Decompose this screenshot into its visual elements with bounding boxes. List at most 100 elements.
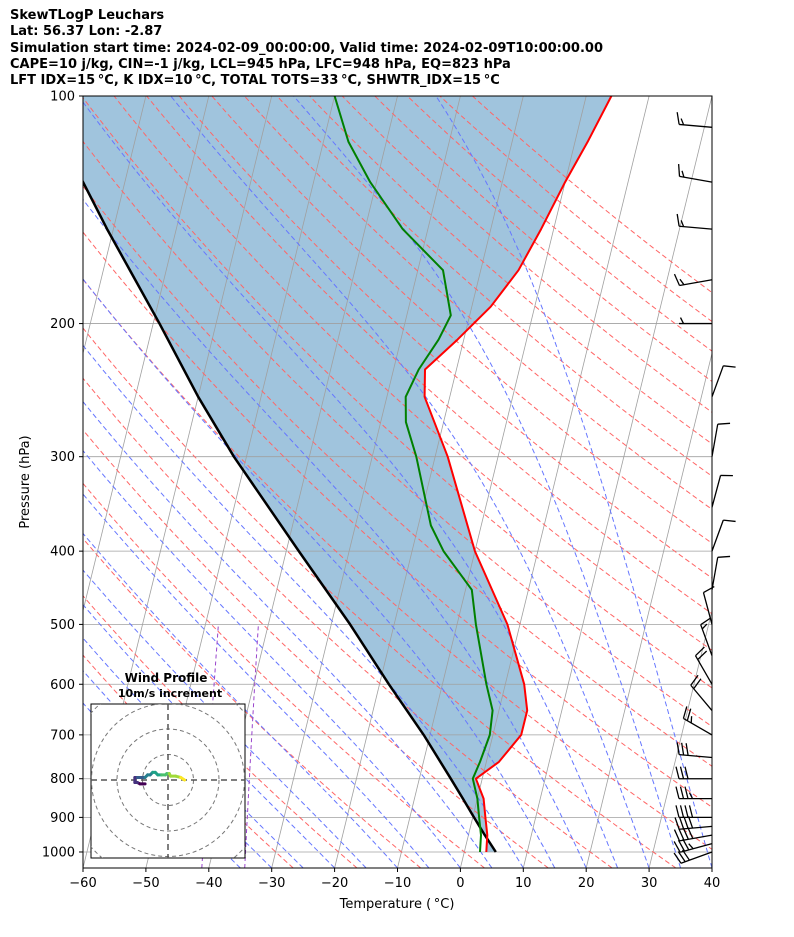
barb-flag xyxy=(688,792,694,799)
chart-header: SkewTLogP Leuchars Lat: 56.37 Lon: -2.87… xyxy=(10,8,603,89)
barb-shaft xyxy=(690,684,713,711)
barb-shaft xyxy=(679,834,713,842)
moist-adiabat xyxy=(83,198,587,868)
hodograph-subtitle: 10m/s increment xyxy=(118,687,222,700)
barb-flag xyxy=(676,112,680,125)
axes-layer: −60 −50 −40 −30 −20 −10 0 10 20 30 40 100 200 300 400 5… xyxy=(42,90,720,892)
wind-barb xyxy=(711,555,731,590)
isotherm-line xyxy=(711,866,712,868)
x-tick-label: −30 xyxy=(258,876,285,891)
barb-flag xyxy=(680,220,685,227)
moist-adiabat xyxy=(293,96,681,868)
wind-barb xyxy=(673,826,713,842)
x-tick-label: −50 xyxy=(132,876,159,891)
location-line: Lat: 56.37 Lon: -2.87 xyxy=(10,24,163,40)
barb-flag xyxy=(686,708,692,721)
isotherm-line xyxy=(83,96,210,613)
dry-adiabat xyxy=(211,96,712,544)
x-tick-label: 10 xyxy=(515,876,532,891)
hodograph-segment xyxy=(179,775,187,782)
barb-shaft xyxy=(700,624,713,656)
y-tick-label: 700 xyxy=(50,728,75,743)
x-tick-label: 40 xyxy=(704,876,721,891)
barb-flag xyxy=(688,843,694,850)
isotherm-line xyxy=(460,96,650,868)
barb-flag xyxy=(684,766,689,779)
x-tick-label: −40 xyxy=(195,876,222,891)
chart-title: SkewTLogP Leuchars xyxy=(10,8,165,23)
barb-flag xyxy=(684,786,689,799)
dry-adiabat xyxy=(146,96,712,615)
barb-shaft xyxy=(679,825,713,830)
isotherm-line xyxy=(585,351,712,868)
wind-barb xyxy=(700,617,713,656)
barb-flag xyxy=(682,706,688,719)
barb-flag xyxy=(676,742,680,755)
wind-barb xyxy=(682,706,713,736)
barb-shaft xyxy=(679,175,713,183)
dry-adiabat xyxy=(276,96,712,477)
barb-shaft xyxy=(711,365,724,398)
moist-adiabat xyxy=(83,532,398,868)
barb-flag xyxy=(681,742,685,756)
mixing-ratio-line xyxy=(244,624,259,868)
dry-adiabat xyxy=(341,96,712,413)
dry-adiabat xyxy=(244,96,712,510)
isotherm-line xyxy=(397,96,587,868)
barb-flag xyxy=(679,786,685,799)
barb-flag xyxy=(678,816,685,830)
isotherm-line xyxy=(83,96,84,98)
wind-barb xyxy=(673,273,713,287)
barb-flag xyxy=(684,805,689,818)
barb-flag xyxy=(674,817,680,830)
wind-barb xyxy=(711,422,731,457)
wind-barb xyxy=(673,838,713,853)
y-tick-label: 600 xyxy=(50,678,75,693)
dewpoint-line xyxy=(333,96,494,853)
wind-barb xyxy=(679,317,712,325)
barb-flag xyxy=(677,839,686,852)
isotherm-line xyxy=(271,96,461,868)
barb-flag xyxy=(697,650,708,661)
barb-shaft xyxy=(679,123,713,128)
dry-adiabat xyxy=(113,96,712,651)
moist-adiabat xyxy=(83,400,493,868)
barb-flag xyxy=(690,674,699,686)
y-tick-label: 800 xyxy=(50,772,75,787)
wind-barb xyxy=(673,849,713,864)
barb-flag xyxy=(679,317,685,324)
moist-adiabat xyxy=(83,278,556,868)
wind-barb xyxy=(711,519,736,552)
cape-line: CAPE=10 j/kg, CIN=-1 j/kg, LCL=945 hPa, … xyxy=(10,56,511,72)
barb-flag xyxy=(681,170,685,178)
x-axis-label: Temperature ( °C) xyxy=(339,897,455,912)
wind-barb xyxy=(676,213,713,230)
barb-flag xyxy=(687,826,694,839)
wind-barbs xyxy=(673,112,736,864)
barb-shaft xyxy=(683,717,713,736)
barb-flag xyxy=(675,766,680,779)
isotherm-line xyxy=(522,96,712,868)
barb-flag xyxy=(682,838,690,851)
y-tick-label: 100 xyxy=(50,90,75,105)
dry-adiabat xyxy=(83,377,613,868)
x-tick-label: 20 xyxy=(578,876,595,891)
wind-barb xyxy=(711,365,736,398)
barb-flag xyxy=(679,805,685,818)
wind-barb xyxy=(674,816,713,830)
wind-barb xyxy=(690,674,713,711)
barb-flag xyxy=(723,519,736,523)
wind-barb xyxy=(675,805,712,819)
barb-shaft xyxy=(679,754,713,759)
wind-barb xyxy=(676,742,713,759)
barb-shaft xyxy=(679,843,713,853)
dry-adiabat xyxy=(83,231,712,808)
cape-area xyxy=(83,96,612,852)
barb-flag xyxy=(717,422,731,425)
time-line: Simulation start time: 2024-02-09_00:00:… xyxy=(10,40,603,56)
barb-shaft xyxy=(702,592,713,625)
x-tick-label: −20 xyxy=(321,876,348,891)
moist-adiabat xyxy=(83,569,367,868)
dry-adiabat xyxy=(83,140,712,728)
barb-flag xyxy=(675,786,680,799)
